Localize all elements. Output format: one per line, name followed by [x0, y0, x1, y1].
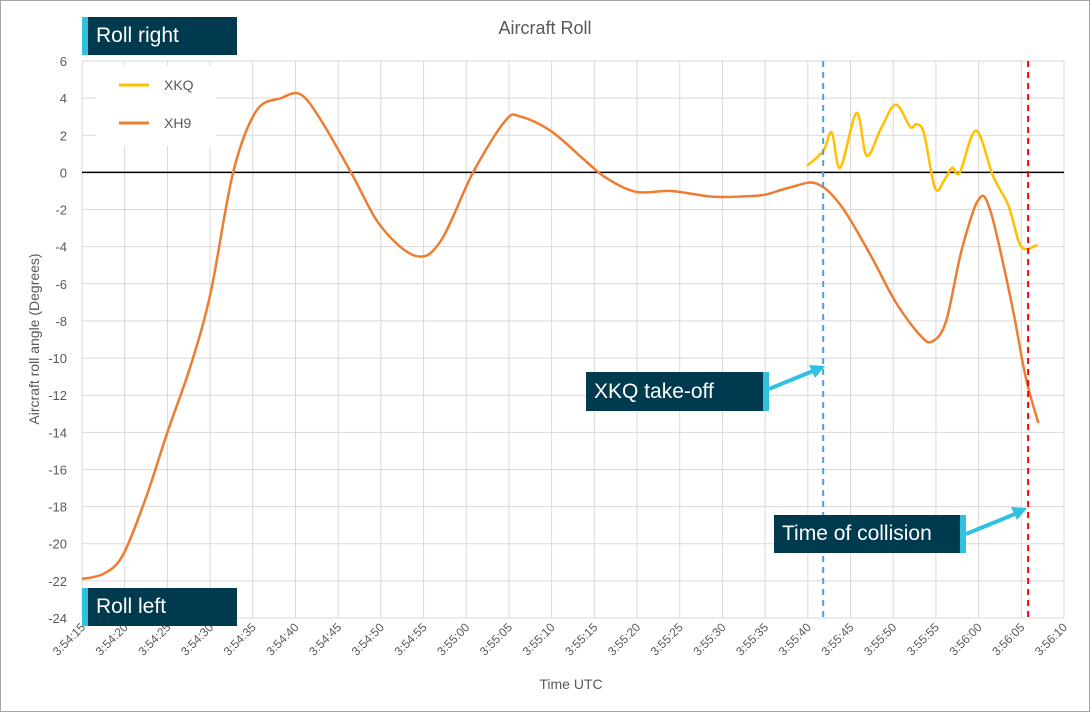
- takeoff-annotation: XKQ take-off: [586, 372, 769, 411]
- legend-label-xkq: XKQ: [164, 77, 194, 93]
- roll-left-annotation: Roll left: [82, 588, 237, 626]
- y-tick-label: 2: [60, 128, 67, 143]
- x-tick-label: 3:54:50: [349, 620, 387, 658]
- legend-label-xh9: XH9: [164, 115, 191, 131]
- x-tick-label: 3:55:10: [520, 620, 558, 658]
- y-tick-label: 6: [60, 54, 67, 69]
- y-tick-label: -20: [48, 537, 67, 552]
- x-tick-label: 3:54:45: [306, 620, 344, 658]
- y-tick-label: -10: [48, 351, 67, 366]
- collision-annotation: Time of collision: [774, 515, 966, 553]
- y-tick-label: -6: [55, 277, 67, 292]
- x-tick-label: 3:56:05: [989, 620, 1027, 658]
- x-tick-label: 3:55:50: [861, 620, 899, 658]
- y-tick-label: -24: [48, 611, 67, 626]
- x-tick-label: 3:56:00: [947, 620, 985, 658]
- arrows: [768, 365, 1027, 536]
- x-tick-label: 3:55:40: [776, 620, 814, 658]
- series-line-xh9: [81, 91, 1040, 581]
- collision-arrowhead: [1011, 507, 1027, 520]
- x-tick-label: 3:55:00: [434, 620, 472, 658]
- y-tick-label: -4: [55, 240, 67, 255]
- x-tick-label: 3:55:35: [733, 620, 771, 658]
- y-tick-label: -18: [48, 500, 67, 515]
- x-tick-label: 3:55:30: [690, 620, 728, 658]
- series: [81, 91, 1040, 581]
- legend: XKQ XH9: [96, 66, 216, 146]
- y-tick-label: -22: [48, 574, 67, 589]
- x-tick-label: 3:54:40: [263, 620, 301, 658]
- y-tick-label: 4: [60, 91, 67, 106]
- y-axis-label: Aircraft roll angle (Degrees): [26, 253, 42, 424]
- collision-arrow: [965, 512, 1016, 536]
- y-tick-label: 0: [60, 165, 67, 180]
- y-tick-label: -14: [48, 425, 67, 440]
- x-tick-label: 3:54:55: [391, 620, 429, 658]
- series-line-xkq: [806, 103, 1038, 251]
- x-tick-label: 3:55:20: [605, 620, 643, 658]
- chart-title: Aircraft Roll: [498, 18, 591, 38]
- takeoff-arrowhead: [809, 365, 825, 378]
- x-tick-label: 3:55:15: [562, 620, 600, 658]
- y-tick-label: -2: [55, 203, 67, 218]
- takeoff-arrow: [768, 369, 814, 391]
- x-tick-label: 3:55:45: [818, 620, 856, 658]
- y-tick-label: -12: [48, 388, 67, 403]
- x-tick-label: 3:55:05: [477, 620, 515, 658]
- y-tick-labels: 6 4 2 0 -2 -4 -6 -8 -10 -12 -14 -16 -18 -20 -22 -24: [48, 54, 67, 626]
- roll-right-annotation: Roll right: [82, 17, 237, 55]
- x-tick-label: 3:56:10: [1032, 620, 1070, 658]
- x-tick-label: 3:55:55: [904, 620, 942, 658]
- x-axis-label: Time UTC: [539, 676, 602, 692]
- y-tick-label: -16: [48, 462, 67, 477]
- x-tick-label: 3:55:25: [648, 620, 686, 658]
- y-tick-label: -8: [55, 314, 67, 329]
